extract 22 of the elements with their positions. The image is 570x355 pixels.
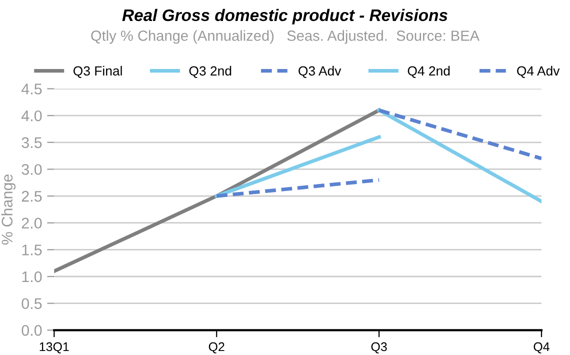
y-tick-label: 0.5 [22, 298, 42, 310]
y-tick-label: 3.5 [22, 137, 42, 148]
x-tick-label: Q4 [534, 342, 550, 354]
y-tick-label: 4.5 [21, 84, 42, 94]
x-tick-label: Q3 [371, 342, 387, 354]
legend-label: Q3 2nd [189, 66, 232, 78]
y-tick-label: 2.0 [22, 218, 42, 229]
x-tick-label: 13Q1 [40, 342, 69, 354]
y-axis-title: % Change [1, 174, 16, 245]
chart-title: Real Gross domestic product - Revisions [122, 8, 448, 24]
x-tick-label: Q2 [208, 342, 224, 354]
y-tick-label: 2.5 [22, 190, 42, 202]
y-tick-label: 0.0 [22, 325, 42, 336]
legend-label: Q3 Final [73, 66, 122, 78]
chart-subtitle: Qtly % Change (Annualized) Seas. Adjusted. Source: BEA [91, 30, 480, 44]
y-tick-label: 1.0 [22, 271, 42, 282]
legend-label: Q4 2nd [408, 66, 450, 78]
y-tick-label: 3.0 [22, 164, 42, 175]
legend-label: Q3 Adv [298, 66, 342, 78]
y-tick-label: 4.0 [21, 110, 42, 122]
legend-label: Q4 Adv [517, 66, 560, 78]
y-tick-label: 1.5 [22, 244, 42, 256]
